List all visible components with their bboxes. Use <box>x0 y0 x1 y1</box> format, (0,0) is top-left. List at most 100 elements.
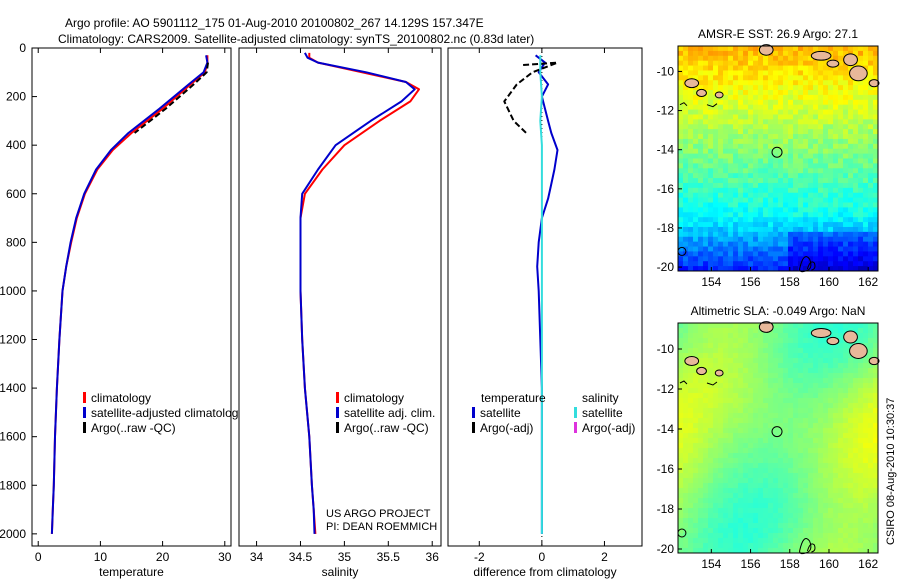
map-cell <box>708 403 714 409</box>
map-cell <box>693 55 699 62</box>
map-cell <box>723 158 729 164</box>
map-cell <box>793 478 799 484</box>
map-cell <box>758 433 764 439</box>
map-cell <box>733 403 739 409</box>
map-cell <box>858 488 864 494</box>
map-cell <box>818 338 824 344</box>
map-cell <box>678 266 684 272</box>
map-frame <box>677 45 879 272</box>
x-tick-label: 162 <box>858 275 878 289</box>
reef-contour <box>806 261 816 271</box>
map-cell <box>743 488 749 494</box>
map-cell <box>853 143 859 150</box>
map-cell <box>848 129 854 135</box>
map-cell <box>783 178 789 184</box>
map-cell <box>848 114 854 120</box>
map-cell <box>758 518 764 524</box>
map-cell <box>723 178 729 184</box>
map-cell <box>748 403 754 409</box>
map-cell <box>688 528 694 534</box>
map-cell <box>773 353 779 359</box>
map-cell <box>808 212 814 218</box>
map-cell <box>798 114 804 120</box>
map-cell <box>823 503 829 509</box>
map-cell <box>823 463 829 469</box>
map-cell <box>763 418 769 424</box>
map-cell <box>833 333 839 339</box>
map-cell <box>733 423 739 429</box>
map-cell <box>738 333 744 339</box>
map-cell <box>873 368 879 374</box>
map-cell <box>838 163 844 169</box>
map-cell <box>833 182 839 189</box>
map-cell <box>818 543 824 549</box>
map-cell <box>798 343 804 349</box>
map-cell <box>683 348 689 354</box>
map-cell <box>818 473 824 479</box>
map-cell <box>688 418 694 424</box>
x-tick-label: 158 <box>780 557 800 571</box>
map-cell <box>738 393 744 399</box>
map-cell <box>713 85 719 91</box>
map-cell <box>748 358 754 364</box>
map-cell <box>728 178 734 184</box>
map-cell <box>693 46 699 52</box>
map-cell <box>773 468 779 474</box>
map-cell <box>688 548 694 554</box>
map-cell <box>843 408 849 414</box>
map-cell <box>773 518 779 524</box>
map-cell <box>738 398 744 404</box>
map-cell <box>723 483 729 489</box>
map-cell <box>823 518 829 524</box>
map-cell <box>713 182 719 189</box>
map-cell <box>768 358 774 364</box>
map-cell <box>758 458 764 464</box>
map-cell <box>868 119 874 125</box>
map-cell <box>748 207 754 213</box>
map-cell <box>688 523 694 529</box>
map-cell <box>853 388 859 394</box>
map-cell <box>693 363 699 369</box>
map-cell <box>783 148 789 155</box>
map-cell <box>783 256 789 262</box>
map-cell <box>868 173 874 179</box>
map-cell <box>683 168 689 174</box>
map-cell <box>753 251 759 257</box>
map-cell <box>783 119 789 125</box>
map-cell <box>818 518 824 524</box>
map-cell <box>728 65 734 71</box>
map-cell <box>788 222 794 228</box>
map-cell <box>688 241 694 247</box>
map-cell <box>768 523 774 529</box>
map-cell <box>693 192 699 199</box>
map-cell <box>853 473 859 479</box>
map-cell <box>848 523 854 529</box>
map-cell <box>748 388 754 394</box>
map-cell <box>843 85 849 91</box>
map-cell <box>733 523 739 529</box>
map-cell <box>788 182 794 189</box>
map-cell <box>768 343 774 349</box>
map-cell <box>678 80 684 86</box>
map-cell <box>863 236 869 243</box>
map-cell <box>778 99 784 106</box>
map-cell <box>803 538 809 544</box>
map-cell <box>743 328 749 334</box>
map-cell <box>803 418 809 424</box>
map-cell <box>758 187 764 194</box>
map-cell <box>768 129 774 135</box>
x-tick-label: 154 <box>701 557 721 571</box>
map-cell <box>873 443 879 449</box>
map-cell <box>843 483 849 489</box>
island <box>714 369 724 377</box>
map-cell <box>778 508 784 514</box>
map-cell <box>678 393 684 399</box>
map-cell <box>788 433 794 439</box>
map-cell <box>773 94 779 101</box>
map-cell <box>763 333 769 339</box>
map-cell <box>863 222 869 228</box>
map-cell <box>813 119 819 125</box>
map-cell <box>818 202 824 208</box>
map-cell <box>858 217 864 223</box>
map-cell <box>683 488 689 494</box>
